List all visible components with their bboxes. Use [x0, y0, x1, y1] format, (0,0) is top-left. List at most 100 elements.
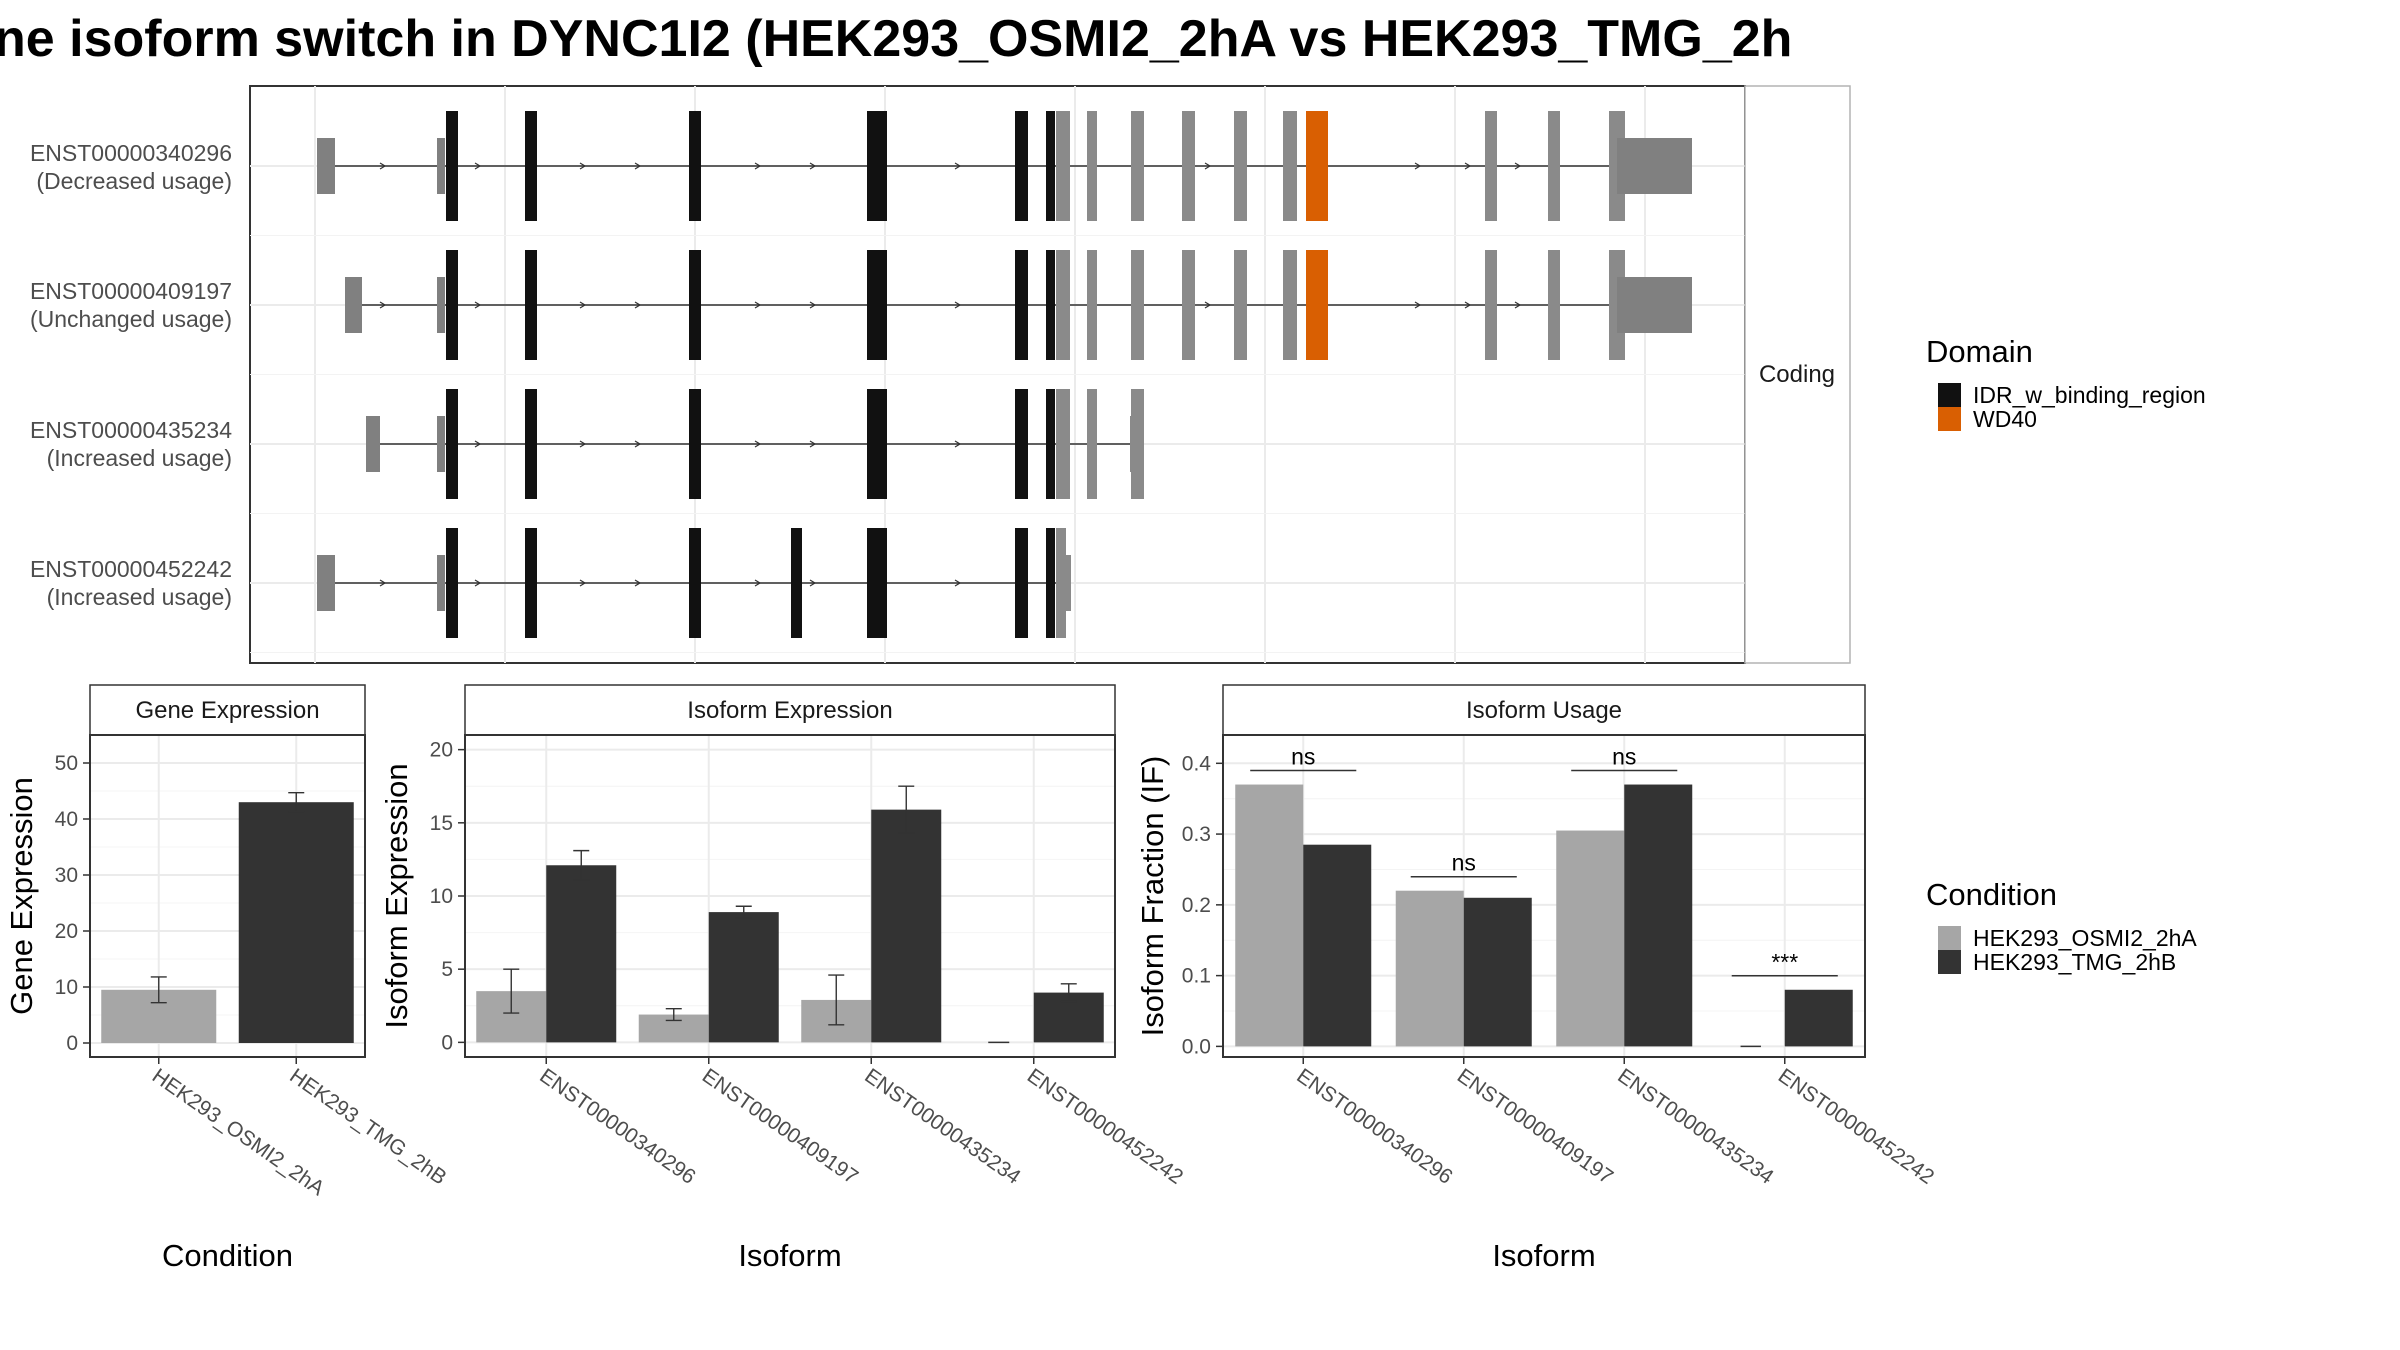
- cds-exon: [446, 389, 458, 499]
- utr5-exon: [317, 138, 335, 194]
- intron-arrow: [1464, 162, 1472, 170]
- cds-exon: [1283, 250, 1297, 360]
- domain-legend-title: Domain: [1926, 334, 2033, 369]
- intron-arrow: [1414, 162, 1422, 170]
- wd40-domain-exon: [1306, 250, 1328, 360]
- intron-arrow: [474, 301, 482, 309]
- x-tick-label: ENST00000340296: [535, 1064, 699, 1189]
- intron-arrow: [754, 579, 762, 587]
- intron-arrow: [474, 579, 482, 587]
- utr3-exon: [1617, 138, 1692, 194]
- condition-swatch-a: [1938, 926, 1961, 950]
- y-tick-label: 30: [55, 864, 78, 887]
- intron-arrow: [579, 440, 587, 448]
- y-tick-label: 0.0: [1182, 1035, 1211, 1058]
- intron-arrow: [954, 301, 962, 309]
- transcript-label-1-id: ENST00000340296: [30, 140, 232, 166]
- isoform-expression-panel: Isoform Expression 0 5 10 15 20 ENST0000034029…: [379, 684, 1187, 1273]
- utr5-exon: [345, 277, 362, 333]
- condition-label-b: HEK293_TMG_2hB: [1973, 949, 2176, 975]
- transcript-label-4-id: ENST00000452242: [30, 556, 232, 582]
- y-axis-title: Isoform Expression: [379, 763, 414, 1028]
- intron-arrow: [809, 301, 817, 309]
- transcript-track-1: [317, 111, 1692, 221]
- panel-strip-label: Gene Expression: [135, 697, 319, 724]
- cds-exon: [1234, 250, 1247, 360]
- intron-arrow: [634, 162, 642, 170]
- cds-exon: [1046, 250, 1055, 360]
- significance-label: ***: [1771, 949, 1798, 975]
- cds-exon: [1056, 389, 1070, 499]
- x-axis-title: Isoform: [1492, 1238, 1595, 1273]
- y-tick-label: 10: [430, 885, 453, 908]
- utr5-exon: [317, 555, 335, 611]
- domain-legend: Domain IDR_w_binding_region WD40: [1926, 334, 2206, 432]
- cds-exon: [1015, 111, 1028, 221]
- transcript-label-2-usage: (Unchanged usage): [30, 306, 232, 332]
- x-tick-label: ENST00000340296: [1292, 1064, 1456, 1189]
- panel-strip: [464, 684, 1116, 736]
- x-tick-label: ENST00000435234: [860, 1064, 1025, 1189]
- x-tick-label: ENST00000452242: [1774, 1064, 1938, 1189]
- intron-arrow: [474, 162, 482, 170]
- cds-exon: [689, 111, 701, 221]
- cds-exon: [1485, 111, 1497, 221]
- cds-exon: [1046, 528, 1055, 638]
- condition-legend: Condition HEK293_OSMI2_2hA HEK293_TMG_2h…: [1926, 877, 2197, 975]
- transcript-panel: Coding ENST00000340296 (Decreased usage)…: [30, 85, 1851, 664]
- bar: [1463, 897, 1532, 1047]
- bar: [1395, 890, 1464, 1047]
- cds-exon: [525, 528, 537, 638]
- intron-arrow: [1514, 162, 1522, 170]
- intron-arrow: [809, 579, 817, 587]
- cds-exon: [1182, 250, 1195, 360]
- cds-exon: [525, 389, 537, 499]
- cds-exon: [1182, 111, 1195, 221]
- significance-label: ns: [1452, 850, 1476, 876]
- transcript-label-1-usage: (Decreased usage): [36, 168, 232, 194]
- intron-arrow: [579, 301, 587, 309]
- cds-exon: [1015, 250, 1028, 360]
- intron-arrow: [754, 440, 762, 448]
- y-tick-label: 5: [441, 958, 453, 981]
- panel-strip: [1222, 684, 1866, 736]
- utr3-exon: [1130, 416, 1141, 472]
- intron-arrow: [474, 440, 482, 448]
- domain-label-idr: IDR_w_binding_region: [1973, 382, 2206, 408]
- condition-label-a: HEK293_OSMI2_2hA: [1973, 925, 2197, 951]
- figure-title: ne isoform switch in DYNC1I2 (HEK293_OSM…: [0, 10, 1792, 68]
- cds-exon: [791, 528, 802, 638]
- cds-exon: [1548, 111, 1560, 221]
- cds-exon: [525, 111, 537, 221]
- x-tick-label: ENST00000435234: [1613, 1064, 1778, 1189]
- utr-exon: [437, 138, 445, 194]
- cds-exon: [867, 389, 887, 499]
- x-axis-title: Isoform: [738, 1238, 841, 1273]
- cds-exon: [1087, 111, 1097, 221]
- intron-arrow: [954, 579, 962, 587]
- condition-legend-title: Condition: [1926, 877, 2057, 912]
- intron-arrow: [754, 162, 762, 170]
- bar: [238, 802, 354, 1043]
- intron-arrow: [954, 162, 962, 170]
- transcript-track-2: [345, 250, 1692, 360]
- cds-exon: [1234, 111, 1247, 221]
- cds-exon: [1056, 250, 1070, 360]
- intron-arrow: [754, 301, 762, 309]
- y-tick-label: 20: [55, 920, 78, 943]
- cds-exon: [1015, 389, 1028, 499]
- cds-exon: [689, 250, 701, 360]
- bar: [1303, 844, 1372, 1047]
- intron-arrow: [579, 579, 587, 587]
- cds-exon: [1015, 528, 1028, 638]
- y-tick-label: 40: [55, 808, 78, 831]
- cds-exon: [1131, 111, 1144, 221]
- transcript-label-4-usage: (Increased usage): [47, 584, 232, 610]
- domain-label-wd40: WD40: [1973, 406, 2037, 432]
- y-tick-label: 0.3: [1182, 823, 1211, 846]
- isoform-usage-panel: Isoform Usage ns ns ns *** 0.0 0.1 0.2 0.3 0.4 ENS…: [1135, 684, 1938, 1273]
- cds-exon: [689, 528, 701, 638]
- y-tick-label: 0: [66, 1032, 78, 1055]
- significance-label: ns: [1291, 744, 1315, 770]
